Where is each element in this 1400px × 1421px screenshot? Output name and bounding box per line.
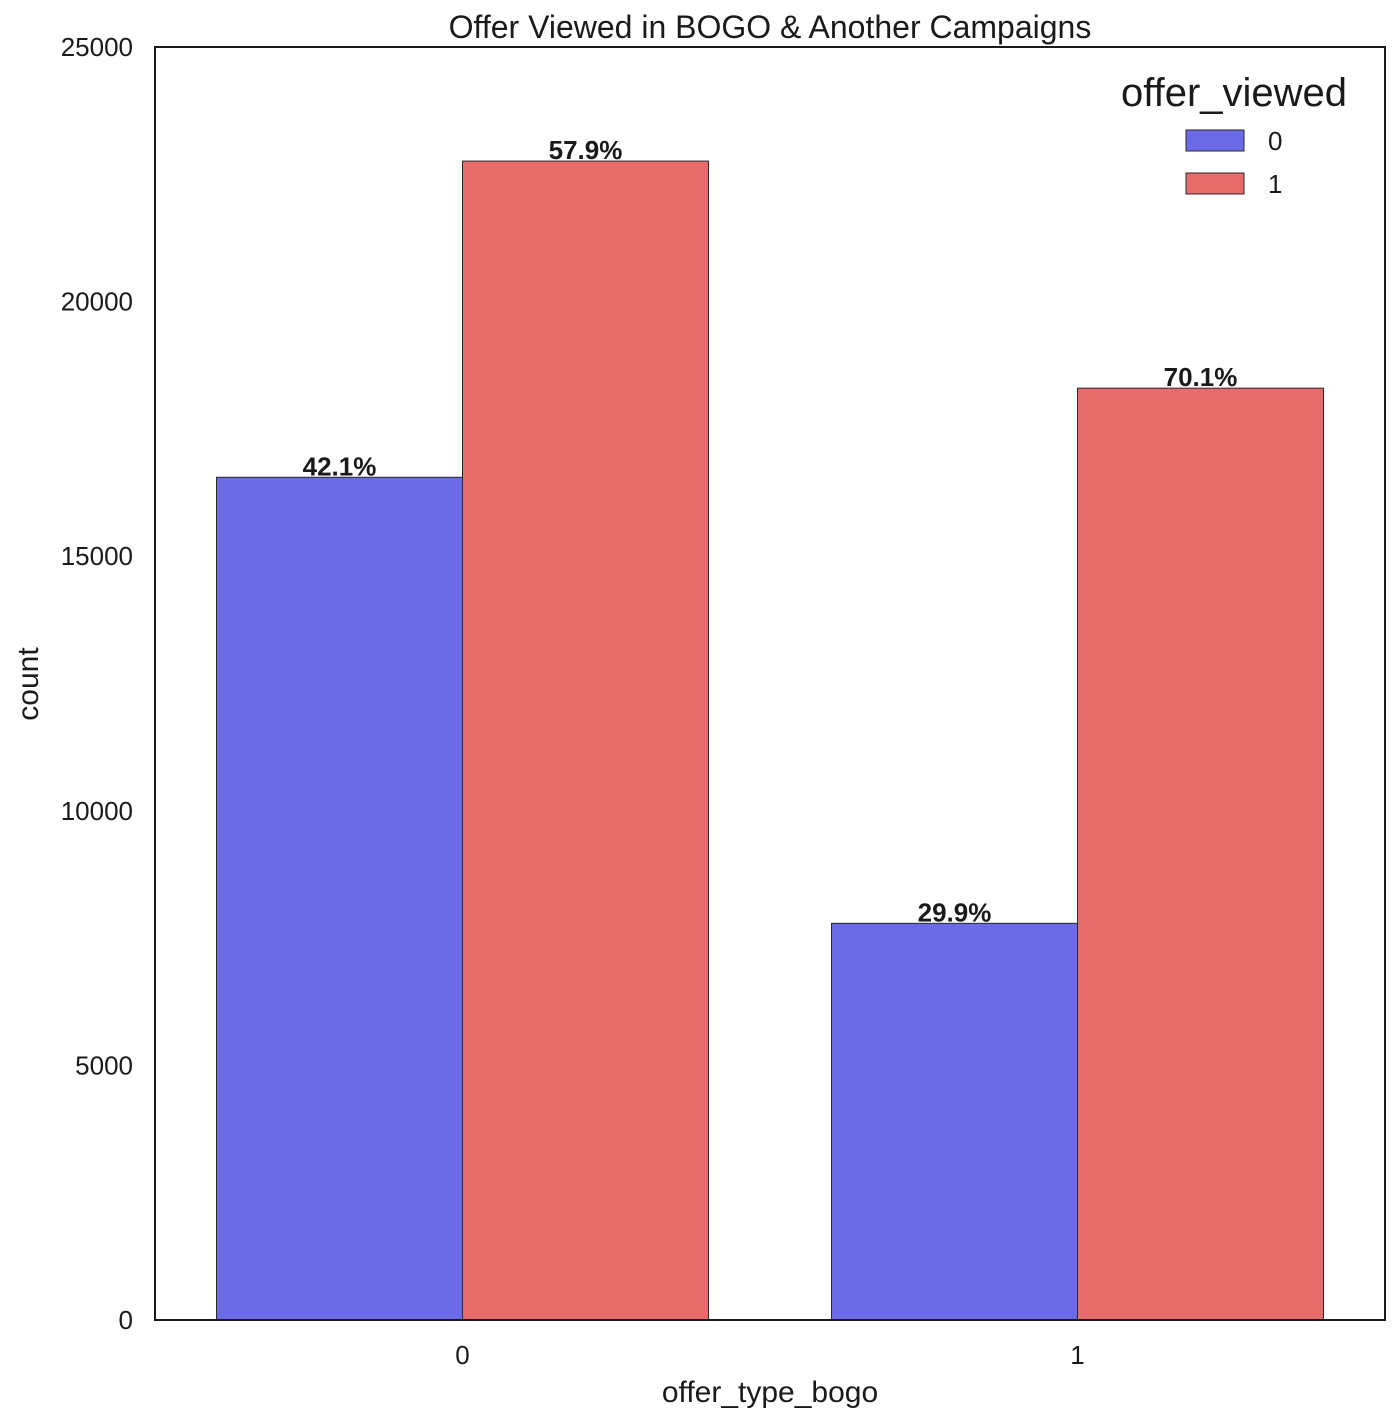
x-tick-label: 1 (1070, 1340, 1084, 1370)
plot-area-frame (154, 46, 1386, 1321)
legend-title: offer_viewed (1121, 71, 1347, 115)
y-tick-label: 25000 (61, 32, 133, 62)
x-tick-label: 0 (455, 1340, 469, 1370)
bar-series-1-category-0 (462, 160, 709, 1321)
y-axis-title: count (12, 647, 45, 721)
bar-series-0-category-1 (831, 922, 1078, 1321)
bar-data-label: 29.9% (918, 897, 992, 927)
y-axis: 0 5000 10000 15000 20000 25000 (61, 32, 133, 1335)
legend: offer_viewed 01 (1121, 71, 1347, 199)
data-labels: 42.1% 57.9% 29.9% 70.1% (303, 135, 1238, 927)
y-tick-label: 0 (119, 1305, 133, 1335)
legend-entries: 01 (1185, 126, 1282, 199)
legend-swatch-1 (1185, 172, 1245, 195)
y-tick-label: 10000 (61, 796, 133, 826)
bar-series-0-category-0 (216, 476, 463, 1321)
y-tick-label: 15000 (61, 541, 133, 571)
bar-data-label: 70.1% (1164, 362, 1238, 392)
legend-entry-label: 1 (1268, 169, 1282, 199)
chart-title: Offer Viewed in BOGO & Another Campaigns (449, 9, 1092, 45)
bars-layer (216, 160, 1324, 1321)
y-tick-label: 5000 (75, 1050, 133, 1080)
bar-data-label: 42.1% (303, 451, 377, 481)
x-axis-title: offer_type_bogo (662, 1376, 878, 1409)
legend-entry-label: 0 (1268, 126, 1282, 156)
bar-data-label: 57.9% (549, 135, 623, 165)
bar-series-1-category-1 (1077, 387, 1324, 1321)
legend-swatch-0 (1185, 129, 1245, 152)
y-tick-label: 20000 (61, 287, 133, 317)
